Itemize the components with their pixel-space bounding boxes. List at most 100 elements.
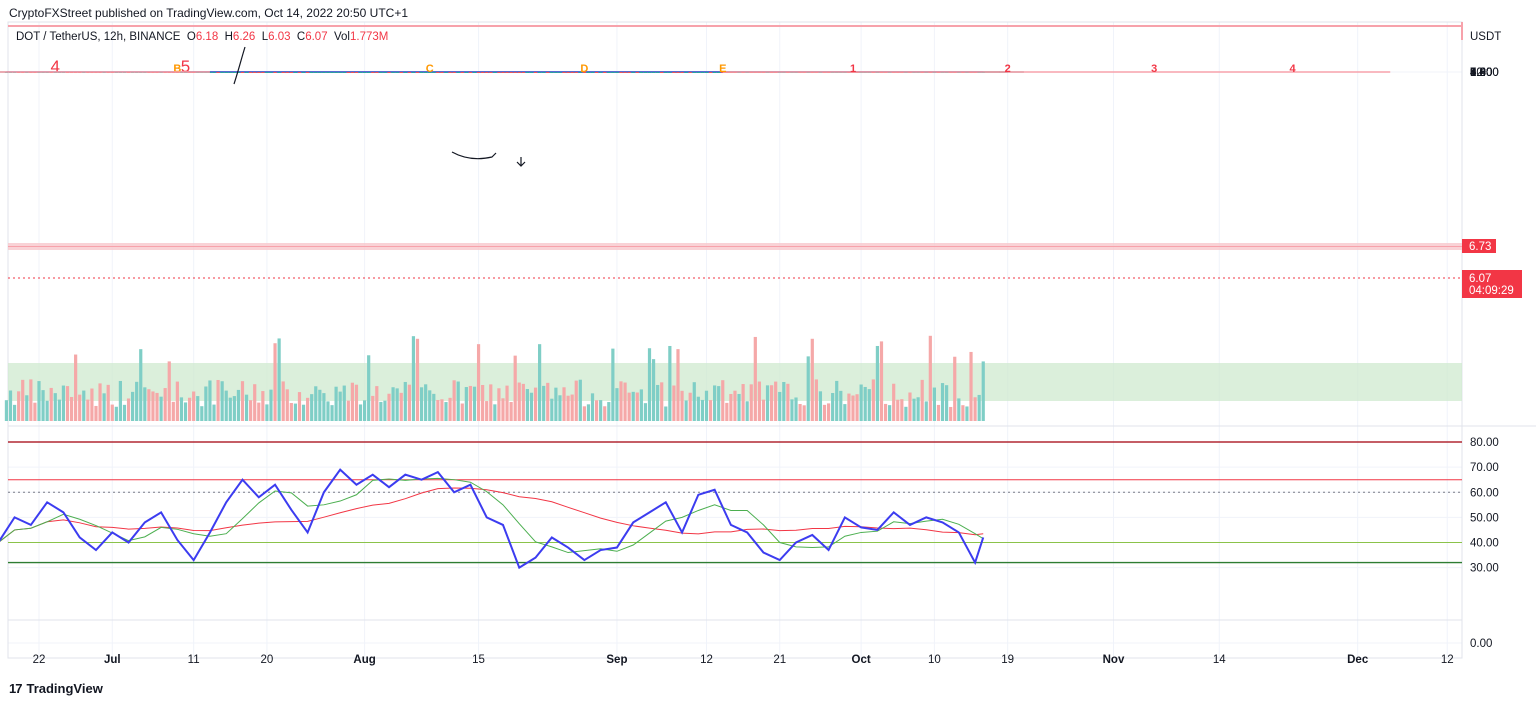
volume-bar [867,389,871,421]
volume-bar [835,380,839,421]
volume-bar [143,387,147,421]
symbol-legend[interactable]: DOT / TetherUS, 12h, BINANCE O6.18 H6.26… [16,31,388,43]
volume-bar [12,404,17,421]
candle-body [240,72,245,74]
candle-body [342,72,346,74]
volume-bar [875,345,880,421]
volume-bar [590,393,595,421]
candle-body [578,72,582,74]
candle-body [318,72,322,74]
volume-bar [407,384,411,421]
volume-bar [403,381,407,421]
time-axis[interactable]: 22 Jul 11 20 Aug 15 Sep 12 21 Oct 10 19 Nov 14 Dec 12 [33,654,1454,666]
candle-body [708,72,713,74]
candle-body [350,72,354,74]
volume-bar [900,399,904,421]
volume-bar [257,402,261,421]
candle-body [472,72,477,74]
volume-bar [550,398,554,421]
candle-body [631,72,635,74]
tradingview-brand: TradingView [26,681,103,696]
volume-bar [448,397,452,421]
volume-bar [822,404,827,421]
volume-bar [904,406,908,421]
volume-bar [949,406,953,421]
volume-bar [428,390,432,421]
volume-bar [212,404,216,421]
volume-bar [594,400,599,421]
volume-bar [350,382,354,421]
resistance-price-tag [1462,239,1496,253]
candle-body [586,72,591,74]
arc-hook-icon [451,151,497,160]
candle-body [651,72,656,74]
volume-bar [424,384,428,421]
candle-body [460,72,464,74]
rsi-fast-ma [0,477,984,554]
published-header: CryptoFXStreet published on TradingView.… [9,6,408,20]
candle-body [529,72,534,74]
volume-bar [961,405,965,421]
candle-body [676,72,680,74]
candle-body [538,72,542,74]
candle-body [358,72,363,74]
candle-body [513,72,517,74]
volume-label: Vol [333,31,350,43]
volume-bar [45,400,49,421]
volume-bar [973,397,977,421]
candle-body [216,72,220,74]
candle-body [656,72,660,74]
volume-bar [940,383,945,421]
candle-body [517,72,521,74]
candle-body [713,72,717,74]
open-value: 6.18 [195,31,219,43]
candle-body [367,72,371,74]
candle-body [558,72,562,74]
volume-bar [322,393,326,421]
candle-body [464,72,468,74]
price-axis[interactable]: 12.0010.009.008.007.006.005.404.804.303.… [1470,67,1499,79]
tradingview-footer[interactable]: 17 TradingView [9,681,103,696]
volume-bar [371,395,375,421]
volume-bar [293,403,298,421]
volume-bar [802,405,806,421]
candle-body [387,72,391,74]
volume-bar [151,391,155,421]
volume-bar [790,399,794,421]
high-label: H [224,31,233,43]
volume-bar [668,345,672,421]
volume-bar [855,394,859,421]
volume-bar [749,384,753,421]
volume-bar [810,338,814,421]
candle-body [611,72,615,74]
volume-bar [883,403,888,421]
volume-bar [737,393,741,421]
volume-bar [65,386,70,421]
symbol-name[interactable]: DOT / TetherUS, 12h, BINANCE [16,31,181,43]
volume-bar [965,406,969,421]
volume-bar [611,348,615,421]
volume-bar [786,383,790,421]
price-tick-label: 9.00 [1470,67,1492,79]
volume-bar [98,383,102,421]
candle-body [501,72,505,74]
candle-body [314,72,318,74]
candle-body [639,72,643,74]
price-tick-label: 4.30 [1470,67,1492,79]
volume-bar [452,380,456,421]
volume-bar [338,391,342,421]
candle-body [493,72,497,74]
candle-body [379,72,383,74]
volume-bar [839,390,843,421]
volume-bar [680,390,684,421]
volume-bar [509,401,513,421]
wave-label: 4 [51,57,60,76]
volume-bar [513,355,517,421]
volume-bar [896,399,900,421]
candle-body [468,72,473,74]
volume-bar [533,387,538,421]
rsi-axis[interactable]: 80.00 70.00 60.00 50.00 40.00 30.00 0.00 [1470,437,1499,650]
volume-bar [249,400,253,421]
candle-body [407,72,411,74]
